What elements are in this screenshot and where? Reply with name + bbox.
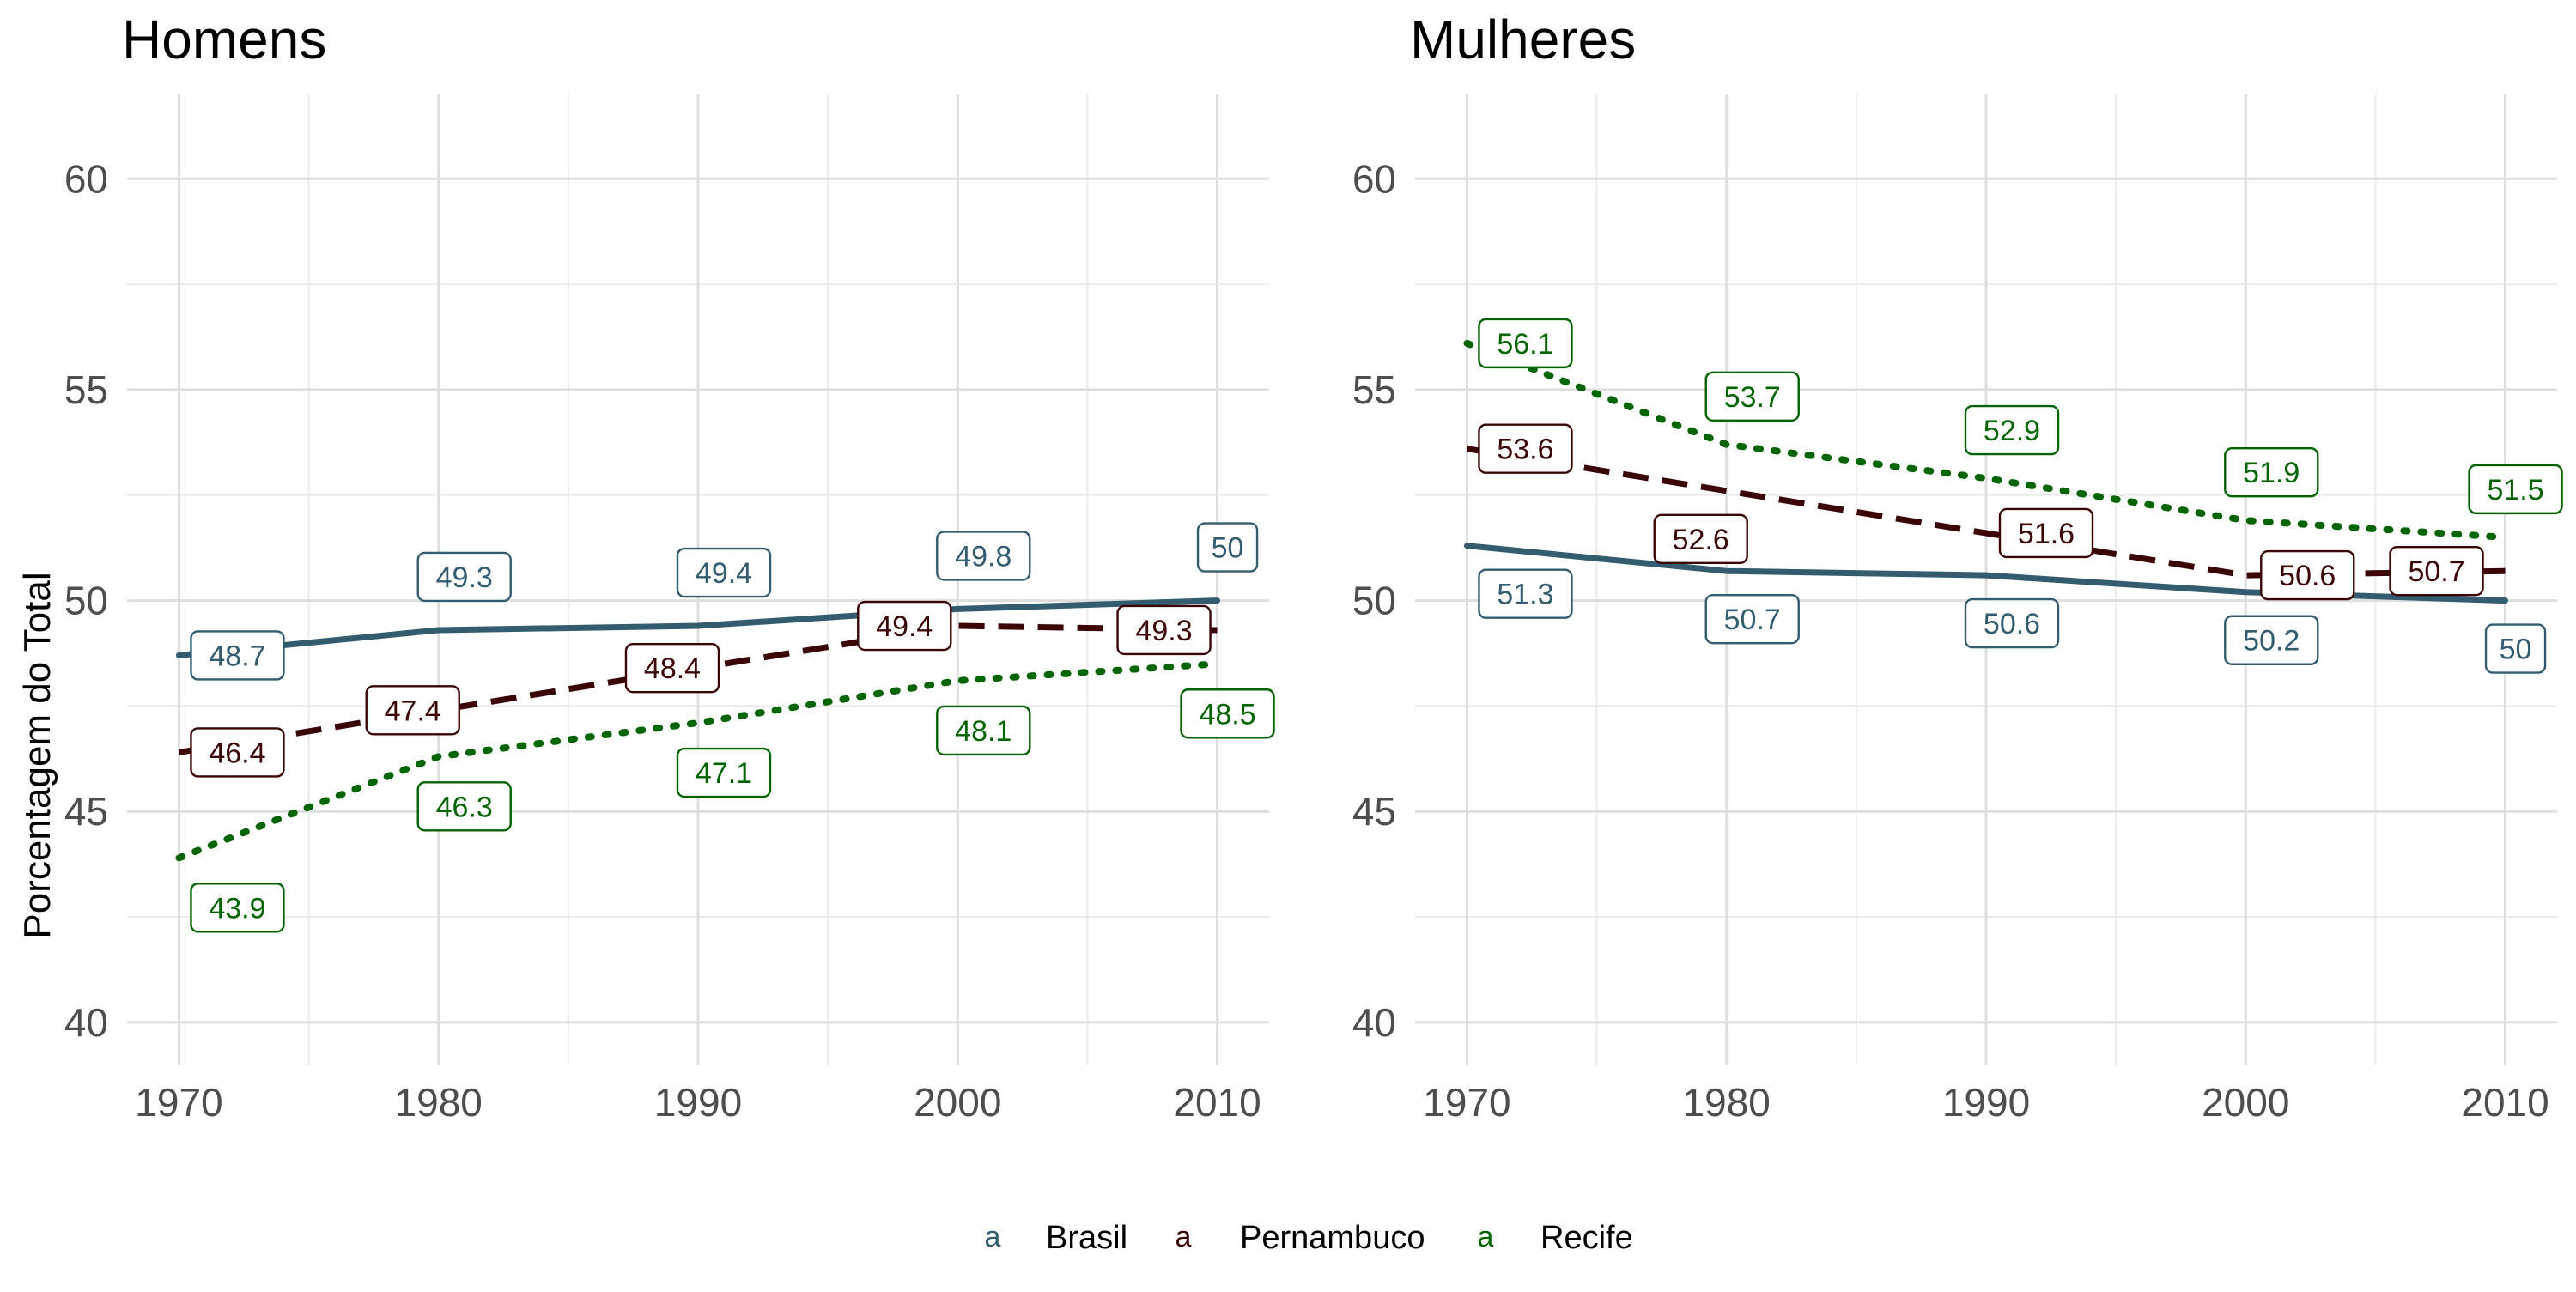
data-label-pernambuco-box: [857, 600, 952, 652]
data-label-recife: 51.9: [2243, 457, 2300, 489]
y-tick-label: 55: [1352, 367, 1396, 412]
data-label-pernambuco-box: [2389, 545, 2484, 597]
legend-key-recife: a: [1478, 1221, 1494, 1253]
data-label-recife: 48.5: [1199, 698, 1255, 731]
x-tick-label: 1970: [135, 1080, 222, 1125]
y-tick-label: 50: [64, 579, 108, 623]
data-label-pernambuco: 46.4: [209, 737, 265, 769]
x-tick-label: 1980: [395, 1080, 483, 1125]
data-label-recife-box: [1180, 688, 1275, 739]
panel-mulheres: 1970 1980 1990 2000 2010 40 45 50 55 60 Mulheres 51…: [1352, 9, 2563, 1125]
data-label-pernambuco-box: [365, 685, 460, 736]
legend-key-pernambuco: a: [1176, 1221, 1192, 1253]
data-label-pernambuco: 49.3: [1135, 615, 1192, 647]
data-label-brasil-box: [2224, 615, 2319, 665]
data-label-pernambuco: 53.6: [1497, 434, 1553, 466]
data-label-brasil-box: [676, 547, 772, 598]
legend: a Brasil a Pernambuco a Recife: [985, 1220, 1633, 1256]
series-line-recife: [1463, 339, 2509, 541]
data-label-pernambuco-box: [1653, 513, 1748, 565]
data-label-recife-box: [190, 883, 285, 933]
y-axis-label: Porcentagem do Total: [16, 572, 58, 938]
data-label-recife-box: [1964, 404, 2060, 456]
data-label-brasil-box: [1478, 568, 1573, 619]
data-label-recife-box: [2224, 447, 2319, 498]
data-label-recife: 48.1: [955, 715, 1012, 748]
data-label-pernambuco-box: [1478, 423, 1573, 474]
legend-label-brasil: Brasil: [1046, 1220, 1127, 1256]
legend-label-pernambuco: Pernambuco: [1240, 1220, 1425, 1256]
data-label-brasil-box: [936, 531, 1031, 581]
data-label-pernambuco: 47.4: [385, 695, 441, 727]
data-label-recife: 46.3: [436, 791, 493, 823]
x-tick-label: 2010: [1173, 1080, 1261, 1125]
x-tick-label: 1980: [1683, 1080, 1771, 1125]
data-label-recife-box: [676, 747, 772, 798]
y-tick-label: 55: [64, 367, 108, 412]
legend-label-recife: Recife: [1540, 1220, 1633, 1256]
data-label-brasil: 49.3: [436, 561, 493, 594]
panel-title: Homens: [122, 9, 326, 70]
data-label-recife-box: [936, 705, 1031, 756]
data-label-brasil: 51.3: [1497, 579, 1553, 611]
data-label-brasil: 50.7: [1724, 604, 1781, 636]
y-tick-label: 60: [1352, 156, 1396, 201]
data-label-recife: 52.9: [1984, 415, 2040, 447]
data-label-brasil: 49.8: [955, 540, 1012, 573]
data-label-brasil: 48.7: [209, 640, 265, 672]
x-tick-label: 2000: [2202, 1080, 2289, 1125]
data-label-recife: 43.9: [209, 892, 265, 925]
data-label-brasil: 50: [1212, 532, 1244, 565]
y-tick-label: 40: [64, 1000, 108, 1045]
data-label-pernambuco: 50.7: [2408, 555, 2464, 588]
data-label-recife: 47.1: [696, 757, 752, 790]
data-label-brasil: 50: [2500, 634, 2532, 666]
data-label-pernambuco-box: [1116, 604, 1212, 656]
data-label-recife-box: [1704, 371, 1800, 422]
series-line-brasil: [176, 597, 1220, 658]
data-label-recife-box: [416, 781, 512, 832]
data-label-recife: 51.5: [2487, 474, 2543, 506]
y-tick-label: 50: [1352, 579, 1396, 623]
x-tick-label: 1990: [1942, 1080, 2030, 1125]
data-label-pernambuco-box: [2260, 549, 2355, 601]
data-label-brasil-box: [416, 551, 512, 603]
data-label-recife-box: [2468, 464, 2563, 515]
data-label-pernambuco-box: [624, 642, 720, 694]
data-label-pernambuco: 51.6: [2018, 518, 2075, 550]
x-tick-label: 1970: [1423, 1080, 1510, 1125]
data-label-brasil-box: [1196, 522, 1259, 573]
x-tick-label: 2000: [914, 1080, 1001, 1125]
series-line-recife: [175, 660, 1221, 862]
panel-homens: 1970 1980 1990 2000 2010 40 45 50 55 60 Homens 48.7…: [64, 9, 1275, 1125]
data-label-pernambuco-box: [190, 727, 285, 778]
data-label-recife: 56.1: [1497, 328, 1553, 361]
data-label-pernambuco: 50.6: [2279, 560, 2336, 592]
legend-key-brasil: a: [985, 1221, 1001, 1253]
x-tick-label: 1990: [654, 1080, 742, 1125]
data-label-brasil-box: [2484, 623, 2547, 674]
data-label-brasil: 50.6: [1984, 608, 2040, 640]
data-label-pernambuco-box: [1998, 507, 2094, 559]
data-label-brasil: 50.2: [2243, 625, 2300, 658]
y-tick-label: 40: [1352, 1000, 1396, 1045]
y-tick-label: 60: [64, 156, 108, 201]
data-label-brasil-box: [1704, 593, 1800, 645]
data-label-brasil-box: [190, 630, 285, 681]
data-label-brasil: 49.4: [696, 557, 752, 590]
data-label-pernambuco: 49.4: [876, 610, 933, 643]
data-label-pernambuco: 48.4: [644, 652, 701, 685]
x-tick-label: 2010: [2461, 1080, 2549, 1125]
y-tick-label: 45: [1352, 789, 1396, 834]
y-tick-label: 45: [64, 789, 108, 834]
data-label-brasil-box: [1964, 597, 2060, 649]
data-label-recife-box: [1478, 318, 1573, 369]
data-label-recife: 53.7: [1724, 381, 1781, 414]
panel-title: Mulheres: [1410, 9, 1636, 70]
data-label-pernambuco: 52.6: [1673, 524, 1729, 556]
